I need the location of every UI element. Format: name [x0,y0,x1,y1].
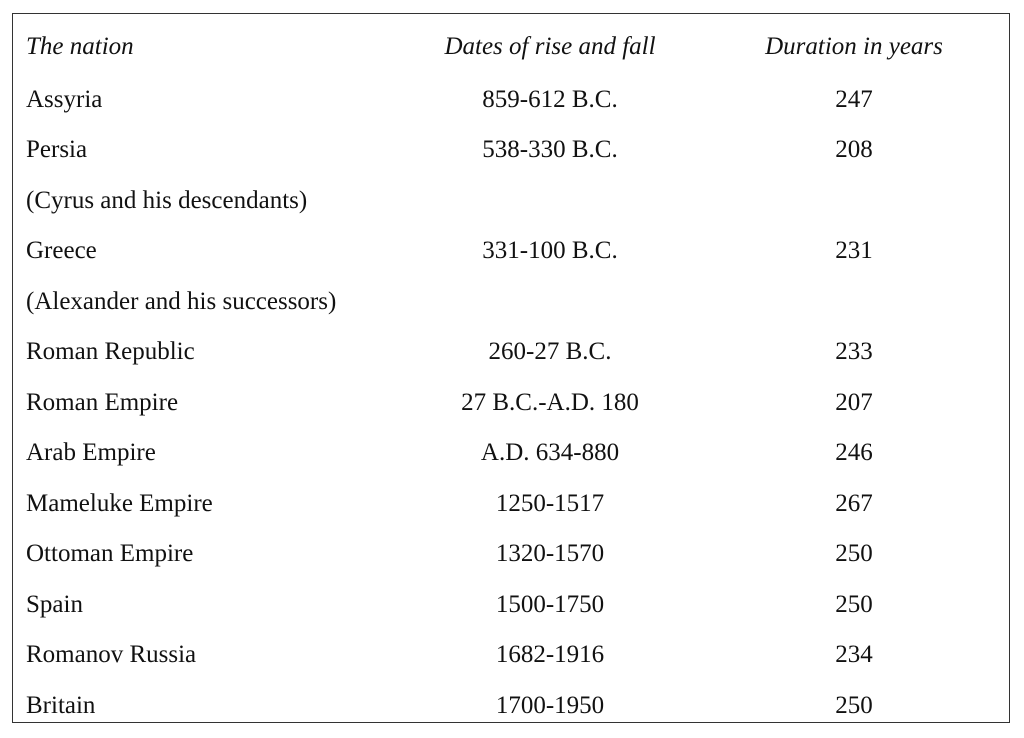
table-cell: Romanov Russia [26,641,197,668]
table-cell: 1500-1750 [495,590,605,618]
table-cell: Arab Empire [26,439,156,466]
table-cell: 267 [835,489,873,517]
header-cell: Dates of rise and fall [444,33,656,60]
table-cell: 250 [835,540,873,567]
table-cell: Spain [26,590,83,618]
table-cell: Britain [26,691,96,719]
header-cell: Duration in years [765,33,943,60]
table-cell: 233 [835,338,873,365]
table-cell: 234 [835,641,873,668]
table-cell: 247 [835,85,873,113]
table-cell: 1250-1517 [495,489,605,517]
table-cell: Assyria [26,85,103,113]
table-cell: 538-330 B.C. [482,136,618,163]
header-cell: The nation [26,33,134,60]
table-cell: Greece [26,237,97,264]
table-cell: 27 B.C.-A.D. 180 [461,388,639,416]
table-cell: 231 [835,237,873,264]
table-cell: 859-612 B.C. [482,85,618,113]
table-cell: 246 [835,439,873,466]
table-cell: 1682-1916 [495,641,605,668]
table-cell: Mameluke Empire [26,489,213,517]
table-cell: 1700-1950 [495,691,605,719]
table-cell: Roman Republic [26,338,195,365]
table-cell: 207 [835,388,873,416]
table: The nation Dates of rise and fall Duration… [12,13,1010,723]
table-cell: Roman Empire [26,388,179,416]
table-cell: 250 [835,691,873,719]
table-cell: A.D. 634-880 [480,439,620,466]
table-cell: 208 [835,136,873,163]
table-cell: (Alexander and his successors) [26,287,337,315]
table-cell: 260-27 B.C. [488,338,612,365]
table-cell: 250 [835,590,873,618]
table-cell: 1320-1570 [495,540,605,567]
table-cell: (Cyrus and his descendants) [26,186,308,214]
table-cell: Persia [26,136,88,163]
table-cell: 331-100 B.C. [482,237,618,264]
table-cell: Ottoman Empire [26,540,194,567]
